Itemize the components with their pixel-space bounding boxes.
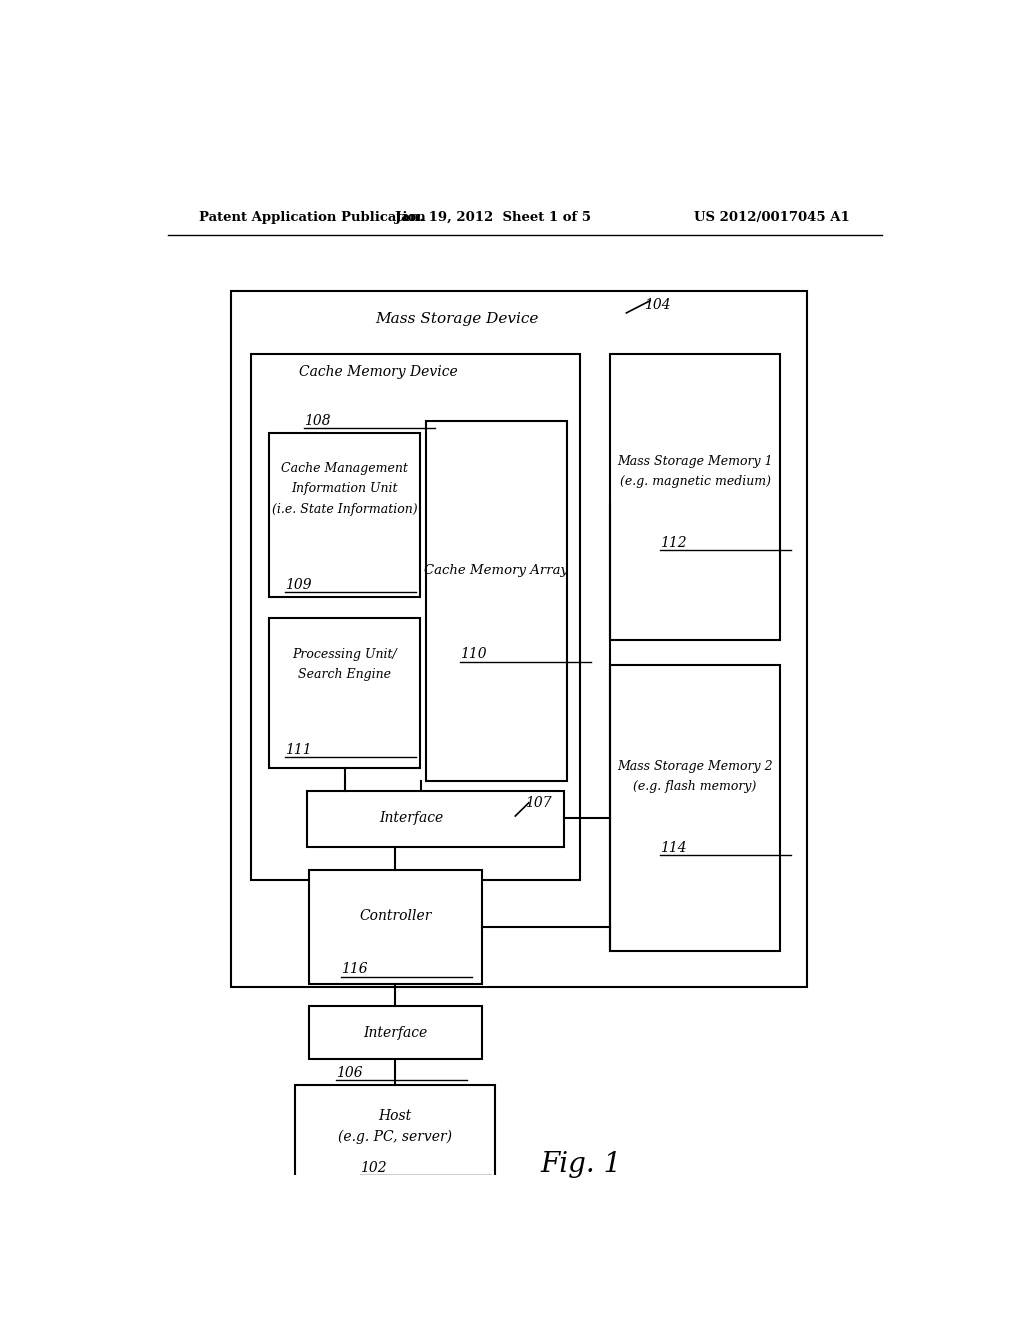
Text: 108: 108 [304, 413, 331, 428]
Bar [309, 870, 482, 983]
Text: Information Unit: Information Unit [292, 482, 398, 495]
Text: (e.g. PC, server): (e.g. PC, server) [338, 1130, 452, 1144]
Text: Host: Host [378, 1109, 412, 1123]
Bar [251, 354, 581, 880]
Text: Jan. 19, 2012  Sheet 1 of 5: Jan. 19, 2012 Sheet 1 of 5 [395, 211, 591, 224]
Text: Interface: Interface [380, 810, 443, 825]
Text: US 2012/0017045 A1: US 2012/0017045 A1 [694, 211, 850, 224]
Text: (e.g. flash memory): (e.g. flash memory) [633, 780, 757, 793]
Bar [306, 791, 564, 846]
Text: Search Engine: Search Engine [298, 668, 391, 681]
Bar [609, 354, 780, 640]
Text: Processing Unit/: Processing Unit/ [292, 648, 397, 661]
Text: 102: 102 [359, 1160, 386, 1175]
Bar [426, 421, 567, 781]
Text: 116: 116 [341, 962, 368, 977]
Text: Cache Memory Device: Cache Memory Device [299, 364, 458, 379]
Text: Mass Storage Device: Mass Storage Device [376, 312, 539, 326]
Bar [269, 433, 420, 598]
Text: 111: 111 [285, 743, 311, 756]
Text: Cache Management: Cache Management [282, 462, 409, 475]
Text: 107: 107 [524, 796, 552, 810]
Text: (i.e. State Information): (i.e. State Information) [271, 503, 418, 516]
Text: Patent Application Publication: Patent Application Publication [200, 211, 426, 224]
Text: (e.g. magnetic medium): (e.g. magnetic medium) [620, 475, 770, 488]
Text: Interface: Interface [364, 1026, 428, 1040]
Text: 109: 109 [285, 578, 311, 593]
Text: Mass Storage Memory 2: Mass Storage Memory 2 [617, 760, 773, 772]
Text: Mass Storage Memory 1: Mass Storage Memory 1 [617, 455, 773, 467]
Text: Controller: Controller [359, 908, 432, 923]
Text: 114: 114 [659, 841, 686, 854]
Bar [609, 664, 780, 952]
Bar [309, 1006, 482, 1059]
Text: 106: 106 [336, 1067, 362, 1080]
Bar [295, 1085, 495, 1177]
Bar [231, 290, 807, 987]
Text: 110: 110 [460, 647, 486, 661]
Bar [269, 618, 420, 768]
Text: Cache Memory Array: Cache Memory Array [424, 564, 568, 577]
Text: Fig. 1: Fig. 1 [541, 1151, 622, 1179]
Text: 112: 112 [659, 536, 686, 549]
Text: 104: 104 [644, 298, 671, 312]
